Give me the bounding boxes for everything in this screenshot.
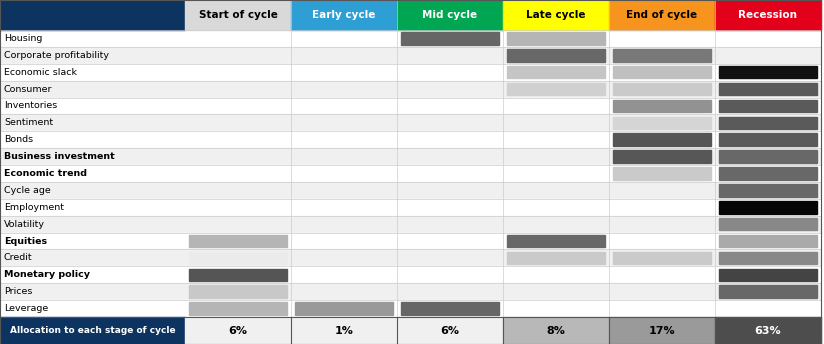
Text: Business investment: Business investment (4, 152, 115, 161)
Text: Employment: Employment (4, 203, 64, 212)
Bar (613, 133, 711, 146)
Bar (0, 233, 821, 249)
Text: End of cycle: End of cycle (626, 10, 698, 20)
Text: 6%: 6% (441, 325, 460, 335)
Text: Mid cycle: Mid cycle (423, 10, 478, 20)
Bar (719, 167, 817, 180)
Text: Inventories: Inventories (4, 101, 57, 110)
Bar (0, 98, 821, 115)
Bar (508, 32, 605, 45)
Bar (0, 131, 821, 148)
Bar (0, 165, 821, 182)
Bar (0, 148, 821, 165)
Bar (613, 252, 711, 264)
Bar (0, 300, 821, 317)
Text: Credit: Credit (4, 254, 33, 262)
Bar (719, 269, 817, 281)
Bar (609, 0, 715, 30)
Bar (291, 317, 397, 344)
Bar (613, 167, 711, 180)
Bar (613, 150, 711, 163)
Text: Economic trend: Economic trend (4, 169, 87, 178)
Bar (0, 317, 185, 344)
Bar (0, 47, 821, 64)
Bar (719, 150, 817, 163)
Bar (719, 201, 817, 214)
Text: Volatility: Volatility (4, 220, 45, 229)
Bar (0, 182, 821, 199)
Bar (0, 249, 821, 266)
Text: Cycle age: Cycle age (4, 186, 51, 195)
Bar (190, 286, 287, 298)
Bar (719, 100, 817, 112)
Bar (613, 66, 711, 78)
Text: Recession: Recession (738, 10, 798, 20)
Bar (190, 269, 287, 281)
Text: Allocation to each stage of cycle: Allocation to each stage of cycle (10, 326, 176, 335)
Bar (715, 0, 821, 30)
Bar (719, 218, 817, 230)
Text: Early cycle: Early cycle (312, 10, 376, 20)
Bar (0, 30, 821, 47)
Text: Corporate profitability: Corporate profitability (4, 51, 109, 60)
Bar (0, 115, 821, 131)
Bar (291, 0, 397, 30)
Text: Monetary policy: Monetary policy (4, 270, 90, 279)
Bar (0, 216, 821, 233)
Text: Equities: Equities (4, 237, 47, 246)
Text: 17%: 17% (648, 325, 676, 335)
Bar (508, 49, 605, 62)
Text: 1%: 1% (335, 325, 353, 335)
Bar (0, 0, 185, 30)
Text: Bonds: Bonds (4, 135, 33, 144)
Bar (613, 100, 711, 112)
Text: Prices: Prices (4, 287, 32, 296)
Bar (0, 266, 821, 283)
Bar (719, 286, 817, 298)
Text: Sentiment: Sentiment (4, 118, 53, 127)
Bar (508, 235, 605, 247)
Bar (719, 83, 817, 95)
Text: Economic slack: Economic slack (4, 68, 77, 77)
Bar (401, 32, 499, 45)
Bar (295, 302, 393, 315)
Text: Housing: Housing (4, 34, 42, 43)
Bar (719, 184, 817, 197)
Text: 8%: 8% (546, 325, 565, 335)
Bar (508, 83, 605, 95)
Bar (508, 66, 605, 78)
Text: Leverage: Leverage (4, 304, 49, 313)
Bar (719, 117, 817, 129)
Bar (613, 49, 711, 62)
Bar (719, 66, 817, 78)
Bar (613, 117, 711, 129)
Bar (0, 80, 821, 98)
Bar (719, 252, 817, 264)
Bar (0, 64, 821, 80)
Bar (613, 83, 711, 95)
Bar (397, 317, 503, 344)
Bar (190, 235, 287, 247)
Bar (508, 252, 605, 264)
Bar (397, 0, 503, 30)
Text: 6%: 6% (228, 325, 247, 335)
Bar (401, 302, 499, 315)
Bar (503, 0, 609, 30)
Bar (0, 199, 821, 216)
Bar (503, 317, 609, 344)
Text: 63%: 63% (755, 325, 781, 335)
Bar (0, 283, 821, 300)
Bar (185, 317, 291, 344)
Text: Start of cycle: Start of cycle (199, 10, 278, 20)
Bar (609, 317, 715, 344)
Bar (185, 0, 291, 30)
Bar (719, 133, 817, 146)
Bar (190, 252, 287, 264)
Text: Consumer: Consumer (4, 85, 53, 94)
Bar (190, 302, 287, 315)
Text: Late cycle: Late cycle (527, 10, 586, 20)
Bar (719, 235, 817, 247)
Bar (715, 317, 821, 344)
